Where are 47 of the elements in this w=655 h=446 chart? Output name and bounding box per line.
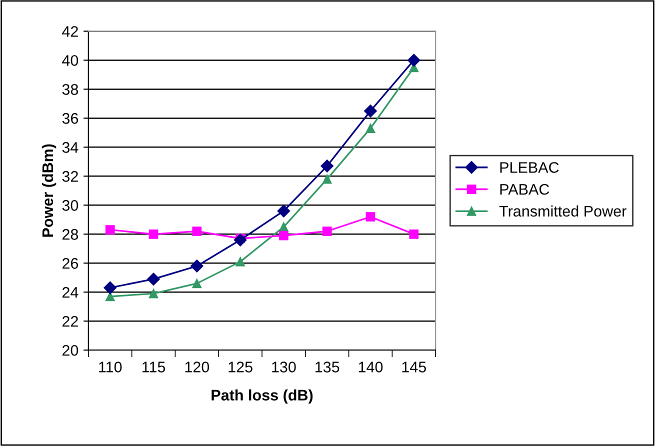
y-tick-label: 28 [62, 229, 78, 240]
y-tick-label: 42 [62, 26, 78, 37]
x-tick-label: 135 [316, 362, 340, 372]
point [407, 54, 420, 67]
point [322, 226, 332, 236]
point [279, 222, 288, 232]
point [364, 104, 377, 118]
legend-label: PABAC [500, 184, 550, 195]
y-tick-label: 20 [62, 344, 78, 356]
point [366, 212, 376, 222]
x-tick-label: 115 [142, 362, 166, 372]
point [409, 229, 419, 239]
legend-label: Transmitted Power [499, 205, 626, 217]
point [279, 230, 288, 240]
point [322, 174, 332, 184]
point [320, 160, 334, 172]
point [148, 288, 158, 298]
x-tick-label: 110 [99, 362, 122, 372]
point [236, 257, 245, 266]
y-tick-label: 34 [62, 142, 78, 153]
point [192, 278, 202, 288]
y-tick-label: 30 [62, 200, 78, 211]
point [234, 234, 247, 246]
y-tick-label: 26 [62, 258, 78, 269]
y-tick-label: 40 [62, 55, 78, 66]
y-tick-label: 22 [62, 316, 78, 327]
point [277, 204, 290, 218]
y-tick-label: 24 [62, 287, 78, 298]
point [104, 281, 117, 294]
point [105, 225, 115, 234]
x-tick-label: 125 [228, 362, 252, 372]
point [190, 260, 204, 272]
x-tick-label: 145 [402, 362, 426, 372]
x-tick-label: 130 [272, 362, 296, 372]
y-tick-label: 36 [62, 113, 78, 124]
x-axis-title: Path loss (dB) [212, 389, 313, 404]
y-tick-label: 32 [62, 171, 78, 182]
point [192, 226, 202, 236]
x-tick-label: 120 [185, 362, 210, 372]
point [366, 124, 376, 134]
point [147, 272, 160, 286]
y-tick-label: 38 [62, 84, 78, 95]
point [148, 229, 158, 239]
point [105, 292, 115, 302]
legend-label: PLEBAC [500, 162, 559, 173]
x-tick-label: 140 [358, 362, 383, 372]
y-axis-title: Power (dBm) [42, 144, 56, 237]
